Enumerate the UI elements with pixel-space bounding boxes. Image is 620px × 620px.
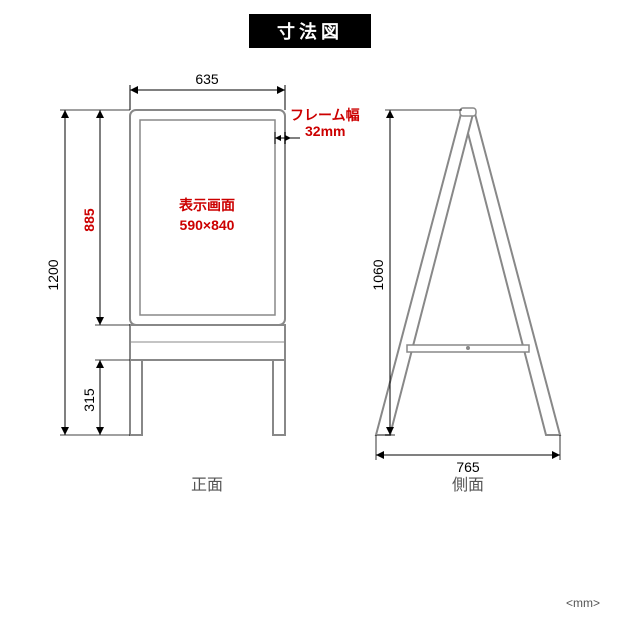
svg-text:765: 765	[456, 459, 480, 475]
front-label: 正面	[191, 477, 223, 494]
dim-total-height: 1200	[45, 110, 95, 435]
dim-side-base: 765	[376, 435, 560, 475]
dim-leg-height: 315	[81, 360, 130, 435]
side-view: 1060 765 側面	[370, 108, 560, 494]
svg-text:フレーム幅: フレーム幅	[290, 107, 360, 123]
unit-label: <mm>	[566, 596, 600, 610]
svg-text:32mm: 32mm	[305, 123, 345, 139]
svg-text:1200: 1200	[45, 259, 61, 290]
dim-frame-width: フレーム幅 32mm	[275, 107, 360, 144]
diagram-canvas: 635 フレーム幅 32mm 表示画面 590×840 885	[0, 70, 620, 590]
display-label: 表示画面	[178, 197, 235, 213]
dim-top-width: 635	[130, 71, 285, 110]
svg-text:315: 315	[81, 388, 97, 412]
svg-text:1060: 1060	[370, 259, 386, 290]
dim-panel-height: 885	[81, 110, 130, 325]
display-size: 590×840	[180, 217, 235, 233]
side-label: 側面	[452, 476, 484, 494]
front-view: 635 フレーム幅 32mm 表示画面 590×840 885	[45, 71, 360, 494]
svg-text:885: 885	[81, 208, 97, 232]
page-title: 寸法図	[249, 14, 371, 48]
svg-text:635: 635	[195, 71, 219, 87]
